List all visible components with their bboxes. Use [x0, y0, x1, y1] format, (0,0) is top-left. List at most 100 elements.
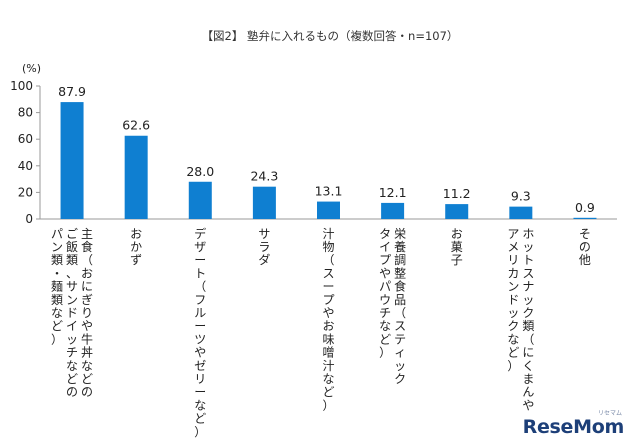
category-label-char: り — [81, 306, 93, 320]
category-label-char: （ — [81, 253, 93, 267]
category-label-char: 栄 — [394, 227, 406, 241]
bar — [124, 135, 148, 219]
category-label-char: な — [66, 359, 78, 373]
category-label-char: リ — [507, 253, 519, 267]
category-label-char: や — [81, 319, 93, 333]
category-label-char: ど — [507, 346, 519, 360]
category-label-char: カ — [507, 266, 519, 280]
data-label: 0.9 — [575, 200, 595, 215]
category-label-char: 主 — [81, 227, 93, 241]
data-labels: 87.9 62.6 28.0 24.3 13.1 12.1 11.2 9.3 0.9 — [58, 84, 595, 215]
bars — [60, 102, 597, 219]
data-label: 62.6 — [122, 118, 150, 133]
category-label-char: タ — [379, 227, 391, 241]
category-label-char: ） — [194, 425, 206, 439]
category-label-char: 子 — [451, 253, 463, 267]
category-label-char: イ — [379, 240, 391, 254]
category-label-char: ー — [322, 280, 334, 294]
category-label: お菓子 — [451, 227, 463, 267]
category-label-char: ） — [379, 346, 391, 360]
category-label-char: な — [81, 359, 93, 373]
category-label-char: ん — [522, 385, 534, 399]
bar — [317, 201, 340, 219]
category-label-char: ド — [507, 293, 519, 307]
y-axis-ticks: 0 20 40 60 80 100 — [10, 79, 40, 226]
y-tick-label: 40 — [18, 159, 33, 173]
category-label-char: 麺 — [51, 280, 63, 294]
category-label-char: ト — [194, 266, 206, 280]
category-label-char: ー — [194, 319, 206, 333]
y-tick-label: 20 — [18, 185, 33, 199]
data-label: 87.9 — [58, 84, 86, 99]
category-label-char: 調 — [394, 253, 406, 267]
category-labels: 主食（おにぎりや牛丼などのご飯類、サンドイッチなどのパン類・麺類など）おかずデザ… — [51, 226, 591, 439]
category-label-char: ず — [130, 253, 142, 267]
category-label-char: や — [522, 398, 534, 412]
data-label: 13.1 — [315, 184, 343, 199]
bar — [188, 181, 212, 219]
category-label-char: ッ — [522, 240, 534, 254]
category-label-char: ス — [394, 319, 406, 333]
category-label-char: ッ — [522, 293, 534, 307]
category-label-char: か — [130, 240, 142, 254]
category-label-char: イ — [66, 319, 78, 333]
category-label-char: ま — [522, 372, 534, 386]
category-label-char: 養 — [394, 239, 406, 254]
category-label-char: ア — [507, 227, 519, 241]
category-label-char: ご — [66, 226, 78, 241]
category-label-char: ク — [522, 306, 534, 320]
category-label-char: 類 — [66, 253, 78, 267]
category-label-char: ッ — [507, 306, 519, 320]
category-label-char: ン — [507, 280, 519, 294]
category-label-char: パ — [379, 280, 391, 294]
category-label-char: 汁 — [322, 359, 334, 373]
category-label-char: や — [379, 266, 391, 280]
category-label-char: ン — [51, 240, 63, 254]
category-label-char: ど — [51, 319, 63, 333]
category-label-char: 類 — [51, 293, 63, 307]
bar — [445, 204, 469, 219]
data-label: 24.3 — [250, 169, 278, 184]
category-label-char: 整 — [394, 265, 406, 280]
category-label-char: ） — [322, 398, 334, 412]
watermark-logo: ReseMom リセマム — [522, 410, 625, 438]
category-label-char: デ — [194, 226, 206, 241]
category-label-char: ッ — [394, 359, 406, 373]
category-label-char: サ — [258, 227, 270, 241]
category-label-char: ス — [322, 266, 334, 280]
category-label-char: ザ — [194, 240, 206, 254]
category-label-char: ト — [522, 253, 534, 267]
category-label-char: な — [379, 319, 391, 333]
category-label-char: サ — [66, 280, 78, 294]
category-label-char: 類 — [51, 253, 63, 267]
category-label-char: 味 — [322, 332, 334, 346]
category-label-char: や — [194, 346, 206, 360]
chart-title: 【図2】 塾弁に入れるもの（複数回答・n=107） — [202, 29, 459, 43]
category-label-char: ） — [51, 332, 63, 346]
category-label-char: ィ — [394, 346, 406, 360]
category-label-char: な — [194, 398, 206, 412]
data-label: 12.1 — [379, 185, 407, 200]
watermark-brand: ReseMom — [522, 416, 625, 438]
category-label-char: プ — [322, 293, 334, 307]
category-label-char: そ — [579, 227, 591, 241]
category-label-char: ス — [522, 266, 534, 280]
category-label-char: （ — [394, 306, 406, 320]
category-label-char: ク — [394, 372, 406, 386]
category-label-char: 食 — [81, 239, 93, 254]
category-label-char: の — [579, 240, 591, 254]
y-tick-label: 0 — [25, 212, 33, 226]
category-label-char: ー — [194, 253, 206, 267]
category-label-char: ー — [194, 385, 206, 399]
category-label-char: な — [322, 372, 334, 386]
category-label-char: ル — [194, 306, 206, 320]
category-label-char: ど — [81, 372, 93, 386]
category-label-char: お — [322, 319, 334, 333]
category-label-char: お — [130, 227, 142, 241]
category-label-char: ウ — [379, 293, 391, 307]
category-label-char: チ — [379, 306, 391, 320]
category-label-char: ダ — [258, 252, 270, 267]
